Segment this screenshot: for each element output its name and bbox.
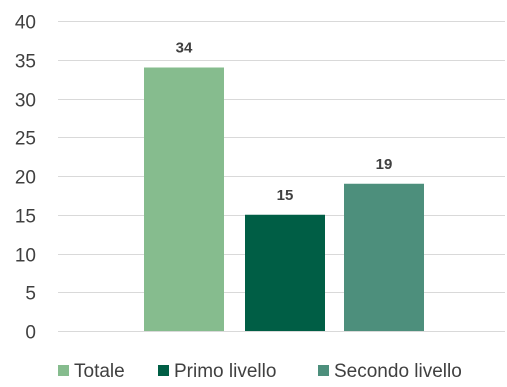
bar xyxy=(245,214,325,331)
y-axis-tick-labels: 0 5 10 15 20 25 30 35 40 xyxy=(15,13,36,344)
y-tick-label: 25 xyxy=(15,129,36,150)
gridlines xyxy=(58,21,505,332)
y-tick-label: 5 xyxy=(25,284,36,305)
legend-swatch xyxy=(318,365,329,376)
legend-label: Secondo livello xyxy=(334,361,462,382)
y-tick-label: 20 xyxy=(15,168,36,189)
data-label: 19 xyxy=(376,156,393,173)
y-tick-label: 15 xyxy=(15,207,36,228)
legend: Totale Primo livello Secondo livello xyxy=(58,361,462,382)
y-tick-label: 30 xyxy=(15,91,36,112)
bar xyxy=(144,67,224,331)
legend-label: Primo livello xyxy=(174,361,276,382)
bars xyxy=(144,67,424,331)
data-labels: 34 15 19 xyxy=(176,40,393,204)
legend-swatch xyxy=(158,365,169,376)
data-label: 34 xyxy=(176,40,193,57)
y-tick-label: 40 xyxy=(15,13,36,34)
y-tick-label: 0 xyxy=(25,323,36,344)
y-tick-label: 35 xyxy=(15,52,36,73)
legend-swatch xyxy=(58,365,69,376)
y-tick-label: 10 xyxy=(15,246,36,267)
data-label: 15 xyxy=(277,187,294,204)
bar xyxy=(344,183,424,331)
legend-label: Totale xyxy=(74,361,125,382)
